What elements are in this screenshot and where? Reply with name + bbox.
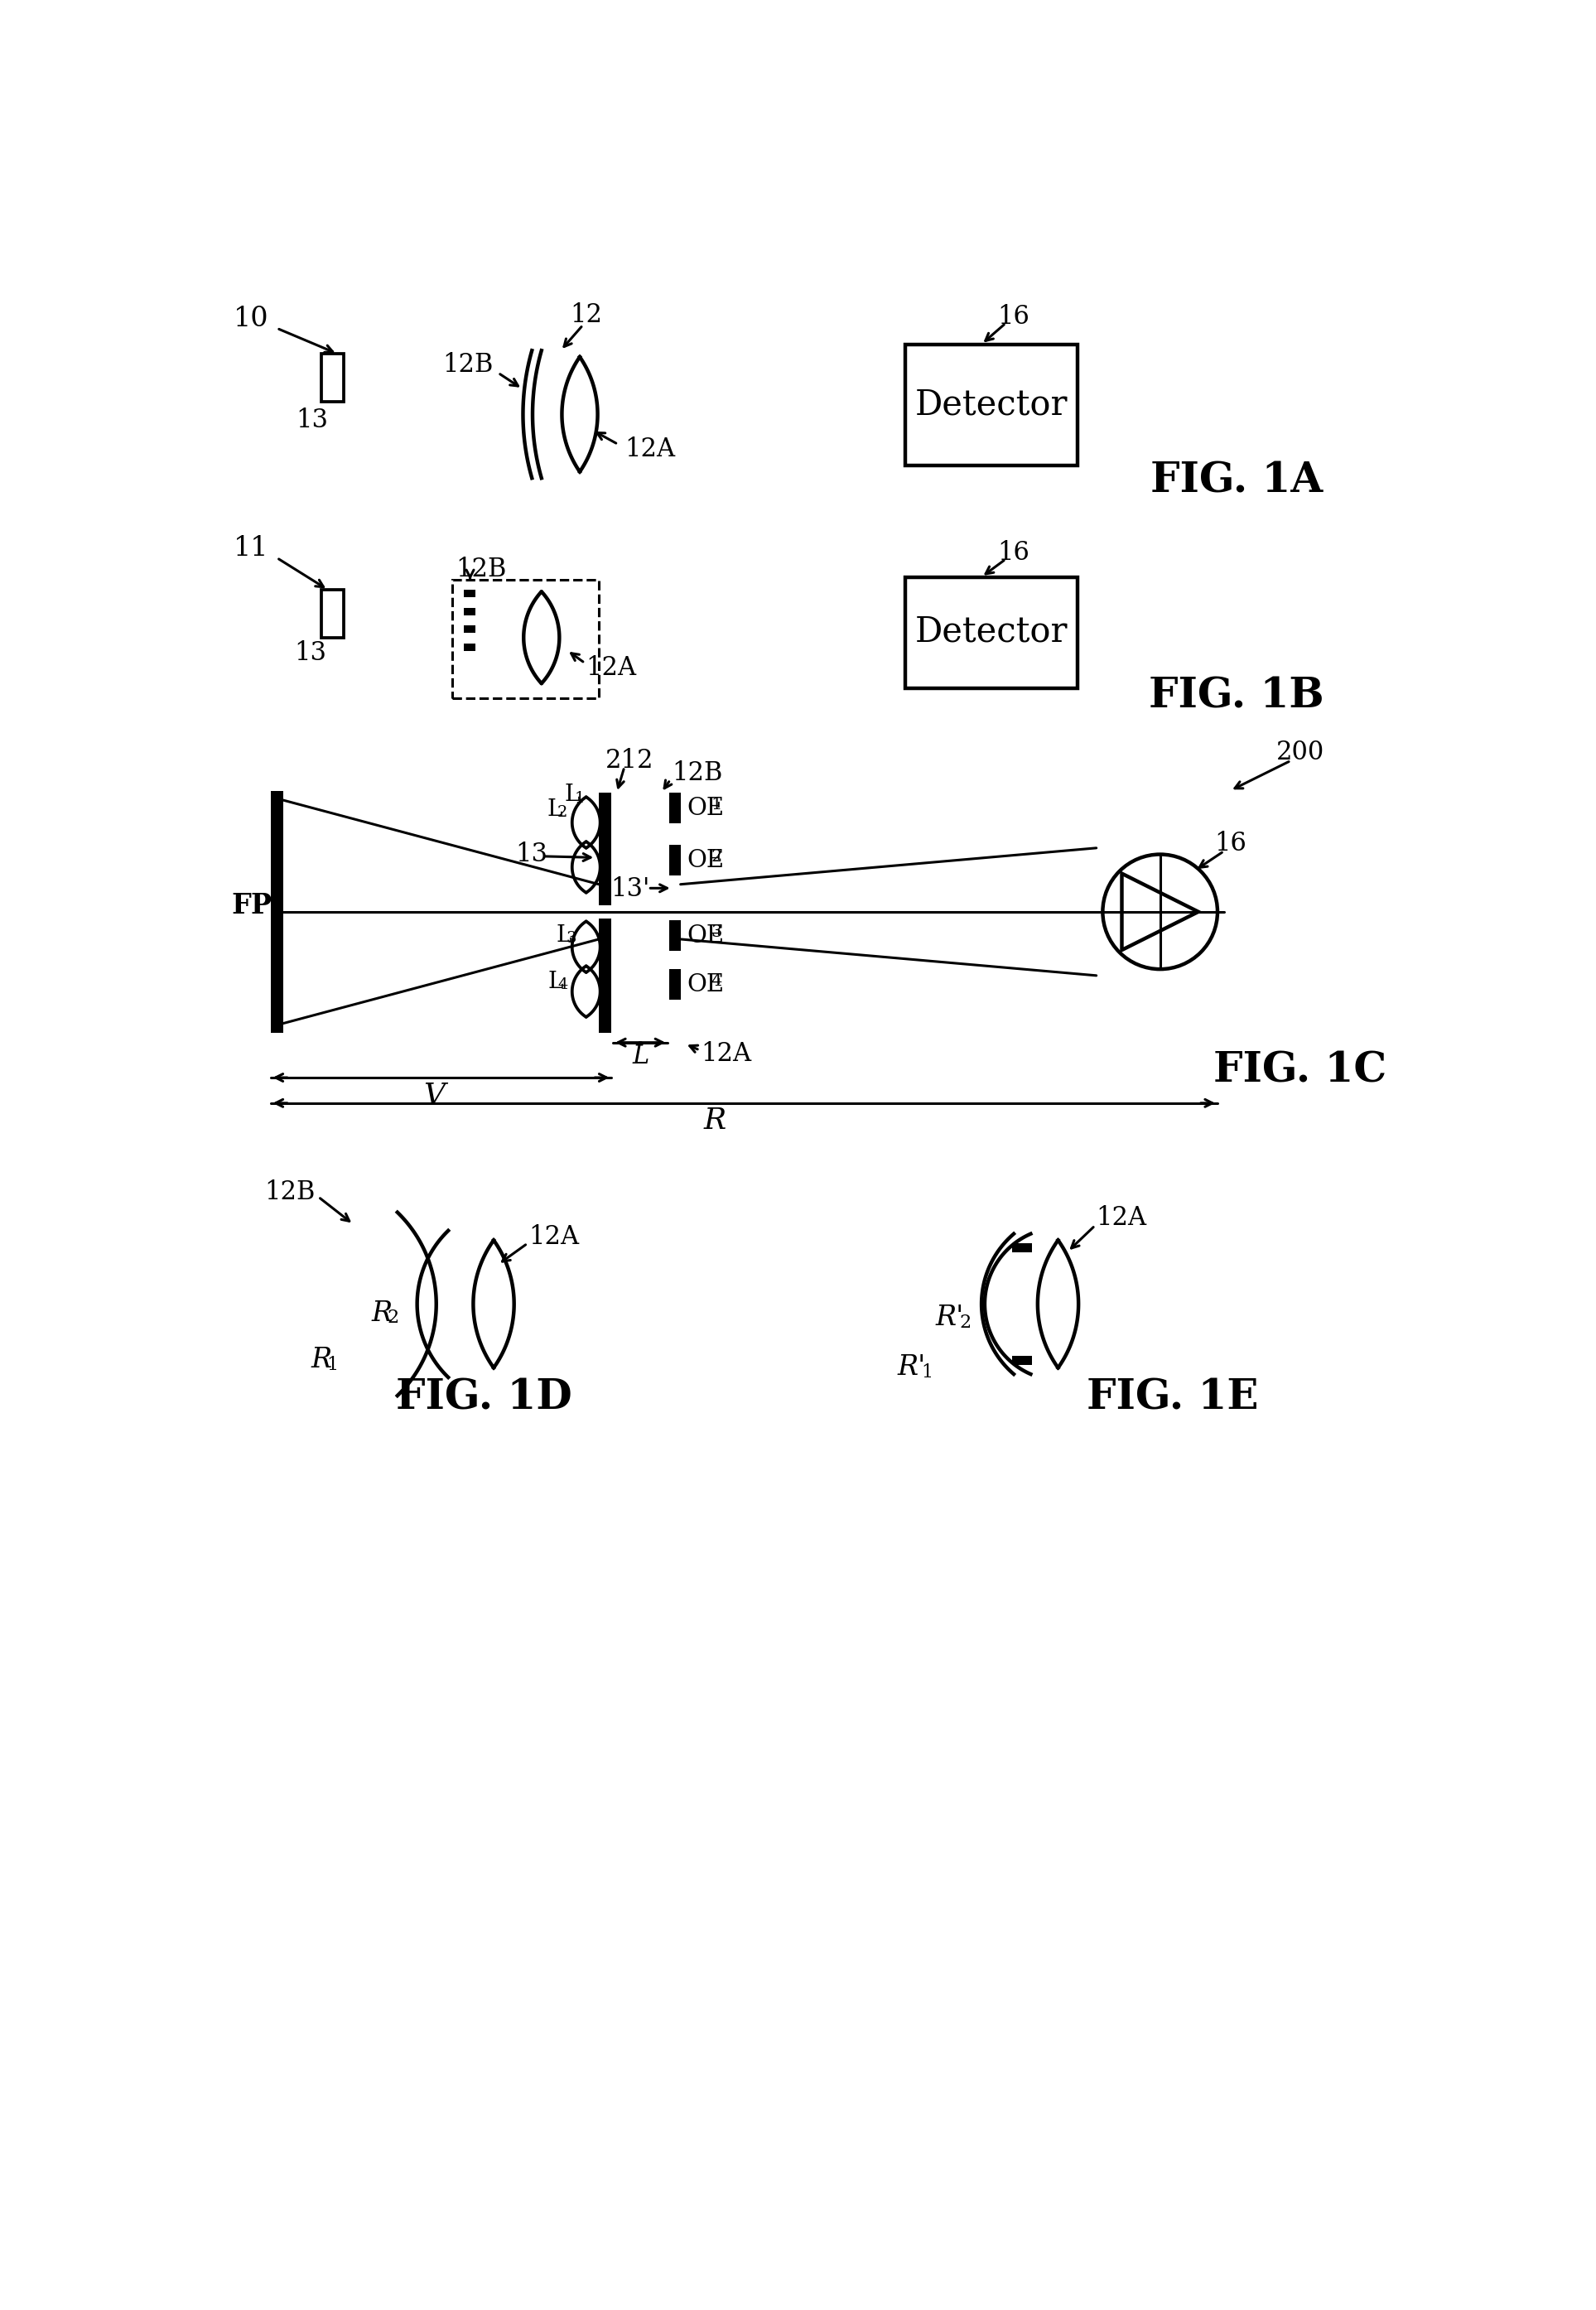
Text: 2: 2: [388, 1310, 399, 1328]
Bar: [464, 626, 476, 633]
Bar: [1012, 1243, 1033, 1252]
Text: 12B: 12B: [672, 760, 723, 785]
Text: OE: OE: [686, 850, 725, 873]
Text: 12A: 12A: [528, 1224, 579, 1250]
Text: 1: 1: [710, 797, 721, 813]
Text: 13: 13: [295, 409, 329, 434]
Bar: [321, 353, 343, 402]
Text: 1: 1: [575, 790, 584, 806]
Text: FIG. 1D: FIG. 1D: [396, 1379, 573, 1418]
Bar: [669, 919, 680, 952]
Text: R: R: [311, 1347, 332, 1374]
Text: L: L: [565, 783, 579, 806]
Text: 4: 4: [710, 973, 721, 989]
Text: OE: OE: [686, 973, 725, 996]
Text: OE: OE: [686, 797, 725, 820]
Bar: [598, 792, 611, 906]
Text: 12: 12: [570, 303, 602, 328]
Text: 13: 13: [295, 640, 327, 665]
Text: FP: FP: [231, 892, 271, 919]
Text: 16: 16: [1215, 832, 1246, 857]
Bar: [669, 792, 680, 822]
Bar: [464, 608, 476, 614]
Text: Detector: Detector: [915, 388, 1068, 423]
Text: 1: 1: [921, 1363, 934, 1381]
Text: FIG. 1C: FIG. 1C: [1213, 1051, 1387, 1093]
Text: 13': 13': [611, 875, 650, 903]
Text: L: L: [632, 1044, 648, 1070]
Text: R: R: [704, 1106, 726, 1134]
Text: 11: 11: [233, 536, 268, 561]
Bar: [464, 642, 476, 651]
Text: 12A: 12A: [1096, 1206, 1148, 1231]
Text: FIG. 1B: FIG. 1B: [1149, 677, 1325, 716]
Text: 12B: 12B: [455, 557, 506, 582]
Text: FIG. 1E: FIG. 1E: [1087, 1379, 1259, 1418]
Bar: [598, 917, 611, 1033]
Text: R': R': [935, 1305, 964, 1331]
Bar: [321, 589, 343, 638]
Text: 4: 4: [559, 977, 568, 993]
Bar: [669, 845, 680, 875]
Bar: [669, 970, 680, 1000]
Text: L: L: [547, 970, 563, 993]
Text: Detector: Detector: [915, 614, 1068, 649]
Text: 13: 13: [516, 841, 547, 866]
Text: 3: 3: [710, 924, 721, 940]
Text: R': R': [897, 1354, 926, 1381]
Text: 212: 212: [605, 748, 654, 774]
Text: L: L: [547, 799, 562, 820]
Text: R: R: [372, 1301, 393, 1326]
Text: 16: 16: [998, 541, 1029, 566]
Text: L: L: [555, 924, 571, 947]
Text: 16: 16: [998, 305, 1029, 330]
Ellipse shape: [1103, 855, 1218, 970]
Text: 2: 2: [710, 850, 721, 864]
Bar: [905, 578, 1077, 688]
Text: 12B: 12B: [442, 353, 493, 379]
Text: 2: 2: [557, 806, 567, 820]
Text: V: V: [423, 1081, 445, 1109]
Text: 12B: 12B: [265, 1180, 314, 1206]
Bar: [1012, 1356, 1033, 1365]
Text: 200: 200: [1277, 739, 1325, 765]
Text: FIG. 1A: FIG. 1A: [1151, 462, 1323, 501]
Bar: [905, 344, 1077, 464]
Text: 12A: 12A: [586, 656, 637, 681]
Text: 12A: 12A: [624, 437, 675, 462]
Bar: [464, 589, 476, 598]
Text: OE: OE: [686, 924, 725, 947]
Text: 3: 3: [567, 931, 576, 947]
Text: 2: 2: [959, 1314, 972, 1331]
Text: 1: 1: [327, 1356, 338, 1374]
Bar: [270, 790, 282, 1033]
Text: 12A: 12A: [701, 1042, 752, 1067]
Text: 10: 10: [233, 305, 270, 333]
Bar: [452, 580, 598, 698]
